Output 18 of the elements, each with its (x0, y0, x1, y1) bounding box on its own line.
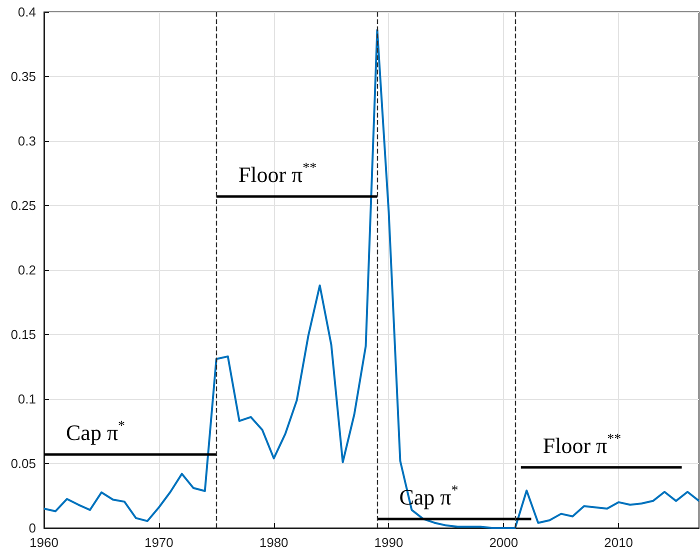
series-label: Floor π** (542, 432, 622, 458)
y-tick-label: 0.05 (10, 456, 36, 471)
y-tick-label: 0 (28, 520, 36, 536)
x-tick-label: 1990 (374, 535, 404, 550)
x-tick-label: 1980 (259, 535, 288, 550)
y-tick-label: 0.15 (10, 327, 36, 342)
y-tick-label: 0.25 (10, 198, 36, 213)
series-label: Cap π* (66, 418, 126, 445)
x-tick-label: 2000 (489, 535, 518, 550)
y-tick-label: 0.4 (18, 4, 36, 20)
x-tick-label: 1960 (30, 535, 58, 550)
x-tick-label: 2010 (604, 535, 634, 550)
y-tick-label: 0.1 (18, 392, 36, 406)
y-tick-label: 0.3 (18, 134, 36, 148)
x-tick-label: 1970 (144, 535, 174, 550)
y-tick-label: 0.35 (10, 69, 36, 84)
y-tick-label: 0.2 (18, 262, 36, 278)
series-label: Floor π** (238, 160, 317, 187)
